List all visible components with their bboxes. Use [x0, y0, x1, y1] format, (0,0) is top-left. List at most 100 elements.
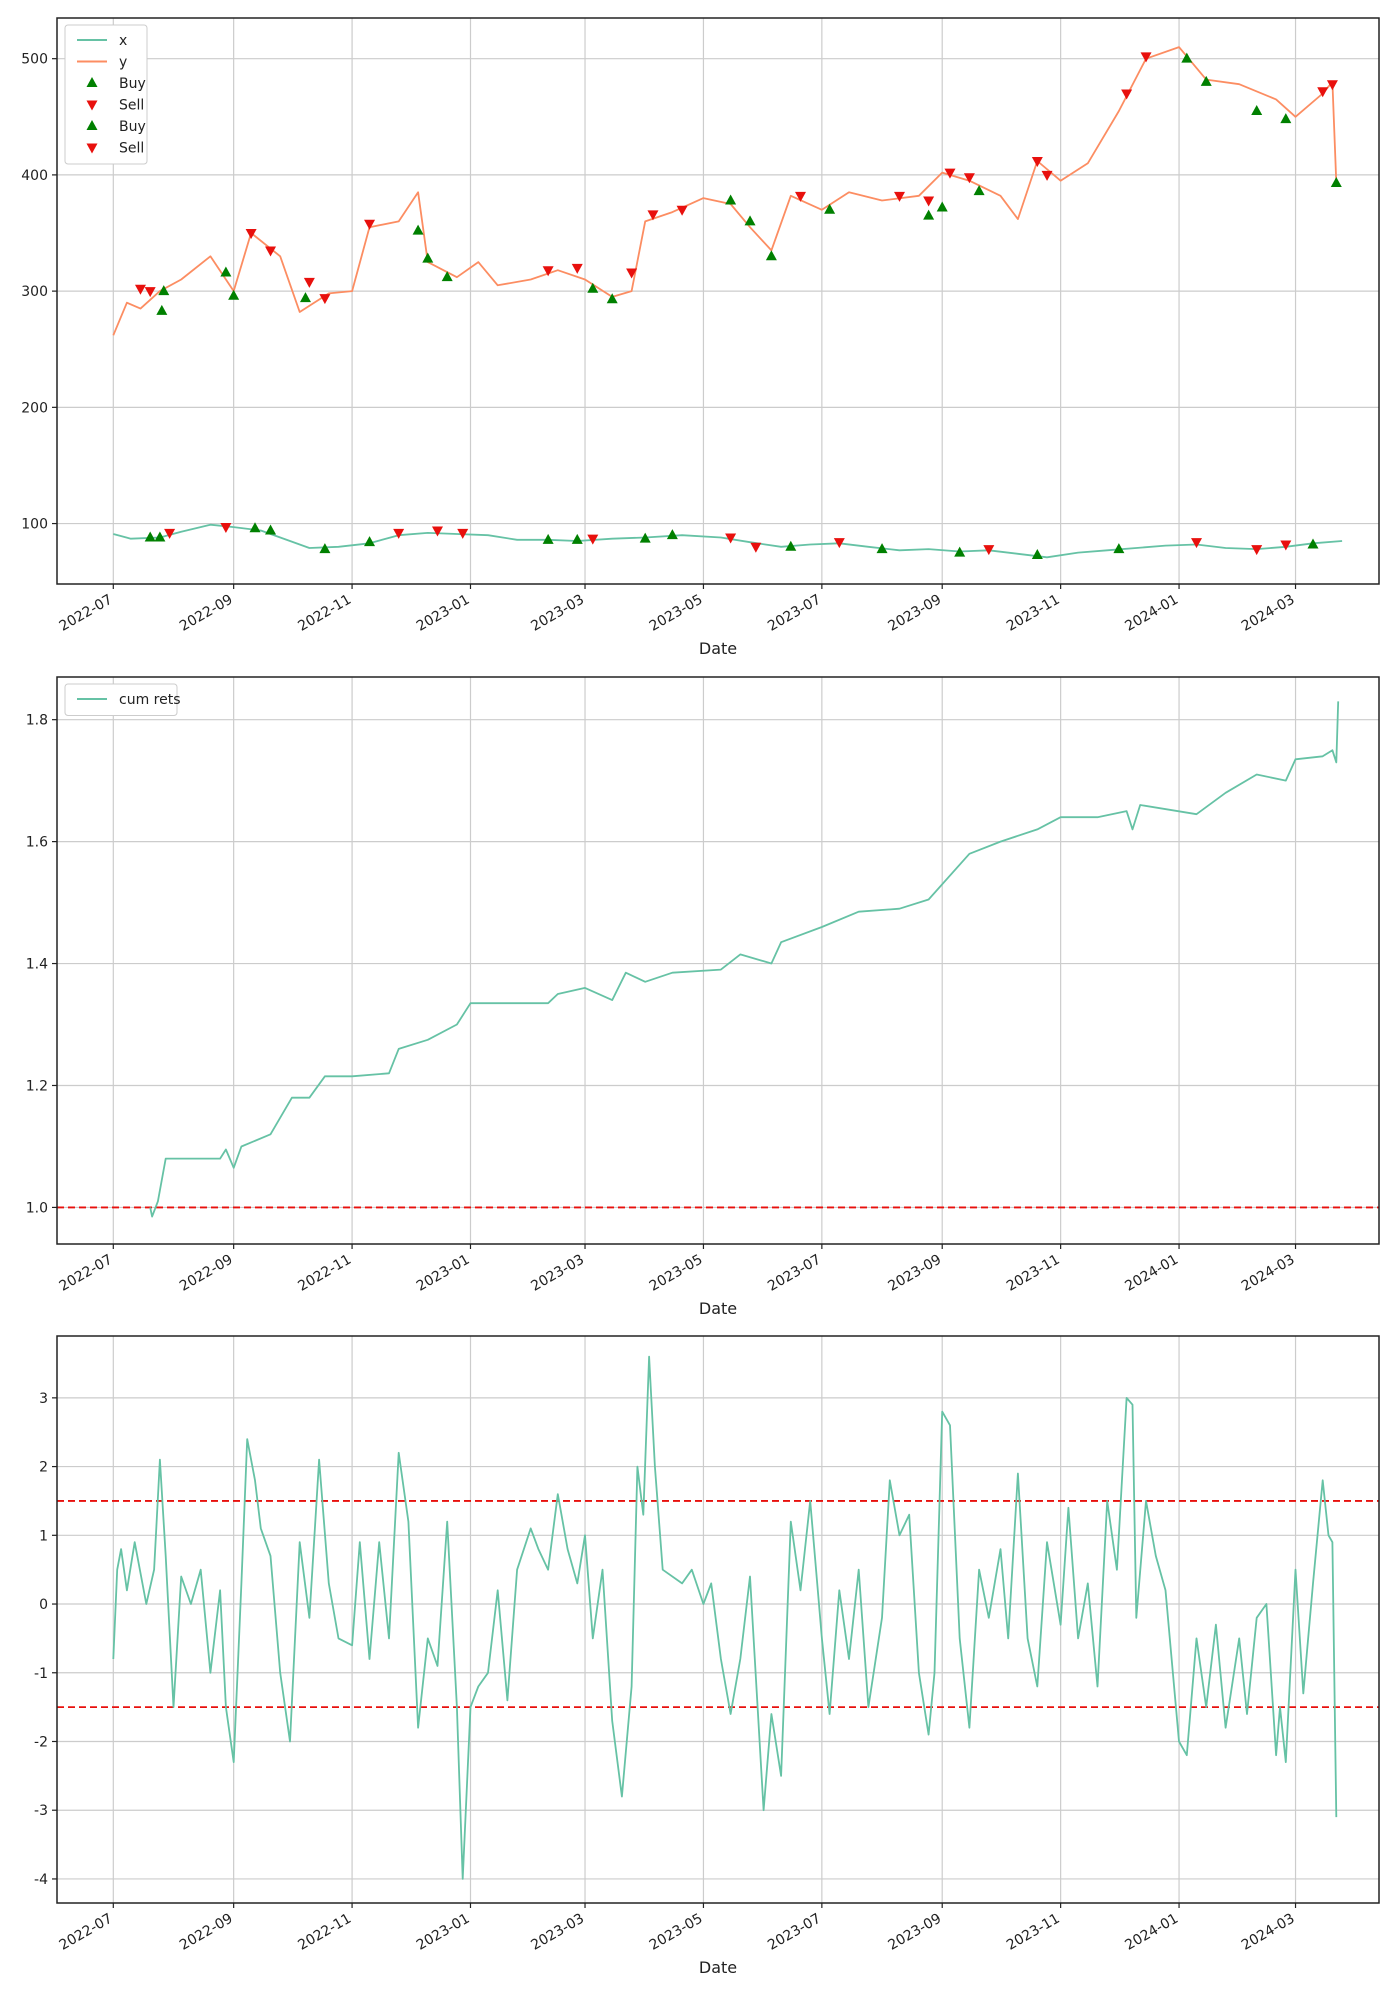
- sell-marker: [944, 168, 956, 179]
- y-tick-label: 100: [21, 517, 48, 533]
- buy-marker: [249, 522, 261, 533]
- x-axis-title: Date: [699, 1299, 737, 1318]
- buy-marker: [954, 546, 966, 557]
- y-tick-label: -3: [34, 1803, 48, 1819]
- buy-marker: [744, 215, 756, 226]
- buy-marker: [571, 533, 583, 544]
- y-tick-label: -4: [34, 1872, 48, 1888]
- sell-marker: [833, 538, 845, 549]
- y-tick-label: 200: [21, 400, 48, 416]
- sell-marker: [1280, 540, 1292, 551]
- buy-marker: [1113, 543, 1125, 554]
- legend-box: [64, 683, 178, 716]
- sell-marker: [457, 528, 469, 539]
- buy-marker: [785, 540, 797, 551]
- sell-marker: [134, 284, 146, 295]
- sell-marker: [725, 533, 737, 544]
- legend-label: x: [119, 33, 127, 49]
- x-axis-title: Date: [699, 639, 737, 658]
- y-tick-label: 1.8: [26, 713, 48, 729]
- buy-marker: [364, 536, 376, 547]
- buy-marker: [1251, 104, 1263, 115]
- y-tick-label: 1.4: [26, 957, 48, 973]
- y-tick-label: 500: [21, 52, 48, 68]
- sell-marker: [795, 191, 807, 202]
- buy-marker: [158, 285, 170, 296]
- y-tick-label: 0: [39, 1597, 48, 1613]
- y-tick-label: 400: [21, 168, 48, 184]
- sell-marker: [1326, 80, 1338, 91]
- buy-marker: [299, 292, 311, 303]
- sell-marker: [542, 266, 554, 277]
- sell-marker: [1031, 156, 1043, 167]
- sell-marker: [1121, 89, 1133, 100]
- y-tick-label: 3: [39, 1391, 48, 1407]
- buy-marker: [973, 185, 985, 196]
- sell-marker: [245, 229, 257, 240]
- buy-marker: [412, 224, 424, 235]
- sell-marker: [676, 205, 688, 216]
- sell-marker: [983, 545, 995, 556]
- buy-marker: [265, 524, 277, 535]
- buy-marker: [319, 543, 331, 554]
- buy-marker: [542, 533, 554, 544]
- buy-marker: [441, 271, 453, 282]
- buy-marker: [765, 250, 777, 261]
- sell-marker: [923, 196, 935, 207]
- buy-marker: [228, 289, 240, 300]
- buy-marker: [1031, 548, 1043, 559]
- buy-marker: [725, 194, 737, 205]
- sell-marker: [894, 191, 906, 202]
- axes-frame: [56, 17, 1380, 585]
- buy-marker: [666, 529, 678, 540]
- y-tick-label: 1.6: [26, 835, 48, 851]
- buy-marker: [1181, 52, 1193, 63]
- sell-marker: [319, 294, 331, 305]
- y-tick-label: 1.0: [26, 1200, 48, 1216]
- sell-marker: [144, 287, 156, 298]
- y-tick-label: -2: [34, 1734, 48, 1750]
- series-line-x: [113, 523, 1343, 559]
- legend-label: Buy: [119, 119, 146, 135]
- series-line-cum-rets: [149, 701, 1340, 1218]
- legend: cum rets: [64, 683, 181, 716]
- sell-marker: [1251, 545, 1263, 556]
- buy-marker: [824, 203, 836, 214]
- sell-marker: [265, 246, 277, 257]
- buy-marker: [876, 543, 888, 554]
- buy-marker: [606, 293, 618, 304]
- sell-marker: [393, 528, 405, 539]
- sell-marker: [1191, 538, 1203, 549]
- buy-marker: [587, 282, 599, 293]
- legend-box: [64, 24, 148, 165]
- legend-label: cum rets: [119, 692, 181, 708]
- legend-label: Sell: [119, 98, 144, 114]
- buy-marker: [220, 266, 232, 277]
- buy-marker: [144, 531, 156, 542]
- x-axis-title: Date: [699, 1958, 737, 1977]
- sell-marker: [647, 210, 659, 221]
- y-tick-label: 2: [39, 1460, 48, 1476]
- series-line-y: [112, 46, 1338, 336]
- legend-buy-swatch: [86, 120, 98, 130]
- sell-marker: [963, 173, 975, 184]
- series-line-zscore: [112, 1355, 1338, 1880]
- legend-label: Sell: [119, 141, 144, 157]
- sell-marker: [1140, 52, 1152, 63]
- legend-label: y: [119, 55, 127, 71]
- buy-marker: [923, 209, 935, 220]
- sell-marker: [303, 277, 315, 288]
- buy-marker: [422, 252, 434, 263]
- sell-marker: [431, 526, 443, 537]
- sell-marker: [571, 263, 583, 274]
- y-tick-label: 300: [21, 284, 48, 300]
- y-tick-label: 1: [39, 1528, 48, 1544]
- axes-frame: [56, 1335, 1380, 1904]
- legend-sell-swatch: [86, 143, 98, 154]
- buy-marker: [1280, 113, 1292, 124]
- axes-frame: [56, 676, 1380, 1245]
- sell-marker: [1041, 170, 1053, 181]
- buy-marker: [1200, 75, 1212, 86]
